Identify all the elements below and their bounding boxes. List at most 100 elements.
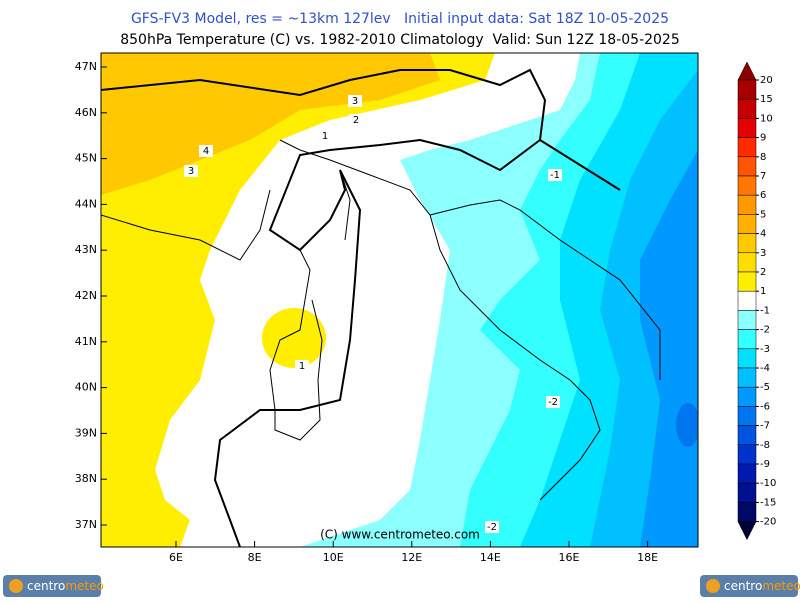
colorbar-segment (737, 79, 757, 100)
x-tick-label: 8E (248, 551, 262, 564)
colorbar-end (737, 61, 757, 81)
colorbar-segment (737, 367, 757, 388)
colorbar-segment (737, 386, 757, 407)
x-tick-label: 16E (559, 551, 580, 564)
colorbar-label: 1 (760, 286, 766, 297)
colorbar-label: -10 (760, 478, 776, 489)
colorbar-label: -15 (760, 497, 776, 508)
contour-label-bg (295, 360, 309, 372)
header-line2: 850hPa Temperature (C) vs. 1982-2010 Cli… (120, 32, 680, 48)
logo-icon (706, 579, 720, 593)
logo-icon (9, 579, 23, 593)
colorbar-segment (737, 482, 757, 503)
colorbar-label: 6 (760, 190, 766, 201)
y-tick-label: 38N (75, 472, 97, 485)
colorbar-label: -7 (760, 421, 770, 432)
contour-label: 3 (352, 96, 358, 107)
contour-label: 3 (188, 166, 194, 177)
colorbar-segment (737, 348, 757, 369)
colorbar-segment (737, 444, 757, 465)
logo-part1: centro (27, 579, 65, 593)
x-tick-label: 10E (323, 551, 344, 564)
colorbar-label: 3 (760, 248, 766, 259)
y-tick-label: 43N (75, 243, 97, 256)
contour-label-bg (485, 521, 499, 533)
colorbar-label: -8 (760, 440, 770, 451)
colorbar-segment (737, 310, 757, 330)
contour-label-bg (349, 114, 363, 126)
colorbar-segment (737, 406, 757, 426)
x-tick-label: 18E (637, 551, 658, 564)
colorbar-segment (737, 194, 757, 215)
colorbar-segment (737, 118, 757, 138)
contour-label-bg (348, 95, 362, 107)
logo-box (3, 575, 101, 597)
logo-left: centrometeo (3, 575, 104, 597)
colorbar-label: 2 (760, 267, 766, 278)
contour-label: 1 (299, 361, 305, 372)
colorbar-label: 5 (760, 209, 766, 220)
colorbar-segment (737, 463, 757, 484)
colorbar-label: -5 (760, 382, 770, 393)
x-tick-label: 14E (480, 551, 501, 564)
colorbar-segment (737, 98, 757, 119)
colorbar-end (737, 521, 757, 541)
contour-label-bg (199, 145, 213, 157)
logo-box (700, 575, 798, 597)
colorbar-label: 9 (760, 133, 766, 144)
colorbar-label: -3 (760, 344, 770, 355)
colorbar-label: 10 (760, 113, 773, 124)
colorbar-segment (737, 329, 757, 350)
y-tick-label: 41N (75, 335, 97, 348)
y-tick-label: 46N (75, 106, 97, 119)
colorbar-segment (737, 271, 757, 292)
contour-label: -1 (550, 170, 560, 181)
contour-label: 1 (322, 131, 328, 142)
colorbar-label: 8 (760, 152, 766, 163)
colorbar-segment (737, 175, 757, 196)
contour-label: 2 (353, 115, 359, 126)
logo-part2: meteo (762, 579, 800, 593)
logo-text: centrometeo (27, 579, 104, 593)
contour-label: -2 (487, 522, 497, 533)
colorbar-segment (737, 252, 757, 273)
contour-label-bg (184, 165, 198, 177)
watermark: (C) www.centrometeo.com (320, 528, 480, 542)
colorbar-label: 4 (760, 229, 766, 240)
colorbar-label: 20 (760, 75, 773, 86)
logo-part1: centro (724, 579, 762, 593)
colorbar-label: -20 (760, 517, 776, 528)
colorbar-segment (737, 290, 757, 311)
y-tick-label: 39N (75, 426, 97, 439)
colorbar-segment (737, 502, 757, 522)
contour-label: -2 (548, 397, 558, 408)
colorbar-label: 15 (760, 94, 773, 105)
y-tick-label: 47N (75, 60, 97, 73)
colorbar-segment (737, 214, 757, 234)
colorbar-segment (737, 233, 757, 254)
map-field (101, 53, 698, 547)
contour-label-bg (318, 130, 332, 142)
colorbar-segment (737, 137, 757, 158)
colorbar-segment (737, 425, 757, 446)
colorbar-label: -4 (760, 363, 770, 374)
logo-text: centrometeo (724, 579, 800, 593)
colorbar-label: -1 (760, 305, 770, 316)
x-tick-label: 6E (169, 551, 183, 564)
y-tick-label: 40N (75, 381, 97, 394)
colorbar-segment (737, 156, 757, 177)
y-tick-label: 42N (75, 289, 97, 302)
logo-part2: meteo (65, 579, 104, 593)
contour-label-bg (548, 169, 562, 181)
colorbar-label: 7 (760, 171, 766, 182)
colorbar-label: -2 (760, 325, 770, 336)
colorbar-label: -9 (760, 459, 770, 470)
y-tick-label: 37N (75, 518, 97, 531)
map-frame (100, 52, 699, 548)
header-line1: GFS-FV3 Model, res = ~13km 127lev Initia… (131, 11, 669, 27)
y-tick-label: 45N (75, 152, 97, 165)
y-tick-label: 44N (75, 197, 97, 210)
contour-label: 4 (203, 146, 209, 157)
